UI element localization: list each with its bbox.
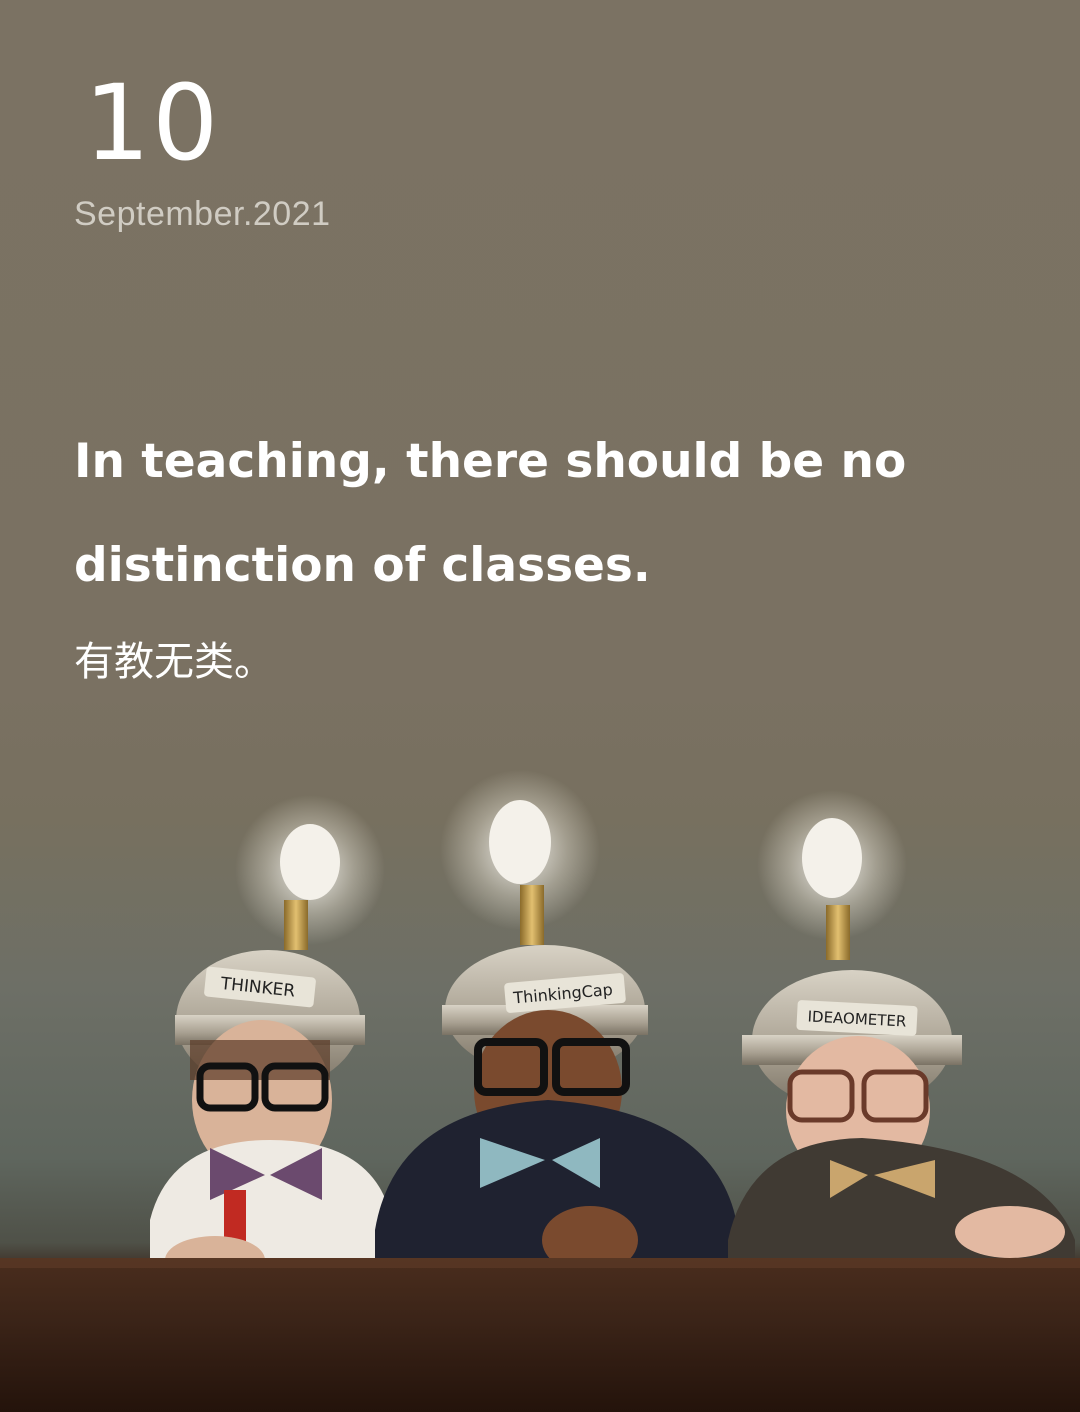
helmet-label-thinker: THINKER	[204, 966, 316, 1008]
quote-english: In teaching, there should be no distinct…	[74, 434, 907, 593]
date-month-year: September.2021	[74, 195, 331, 233]
light-bulb-icon	[802, 818, 862, 898]
svg-text:IDEAOMETER: IDEAOMETER	[807, 1007, 907, 1030]
kids-thinking-caps-photo: THINKER ThinkingCap	[0, 770, 1080, 1412]
light-bulb-icon	[280, 824, 340, 900]
kid-right: IDEAOMETER	[728, 790, 1075, 1280]
date-day: 10	[84, 62, 221, 184]
helmet-label-thinkingcap: ThinkingCap	[504, 973, 626, 1013]
helmet-label-ideaometer: IDEAOMETER	[796, 1000, 918, 1036]
wooden-table	[0, 1258, 1080, 1412]
quote-chinese: 有教无类。	[74, 639, 274, 685]
kid-left: THINKER	[150, 795, 392, 1284]
kid-middle: ThinkingCap	[375, 770, 738, 1280]
light-bulb-icon	[489, 800, 551, 884]
